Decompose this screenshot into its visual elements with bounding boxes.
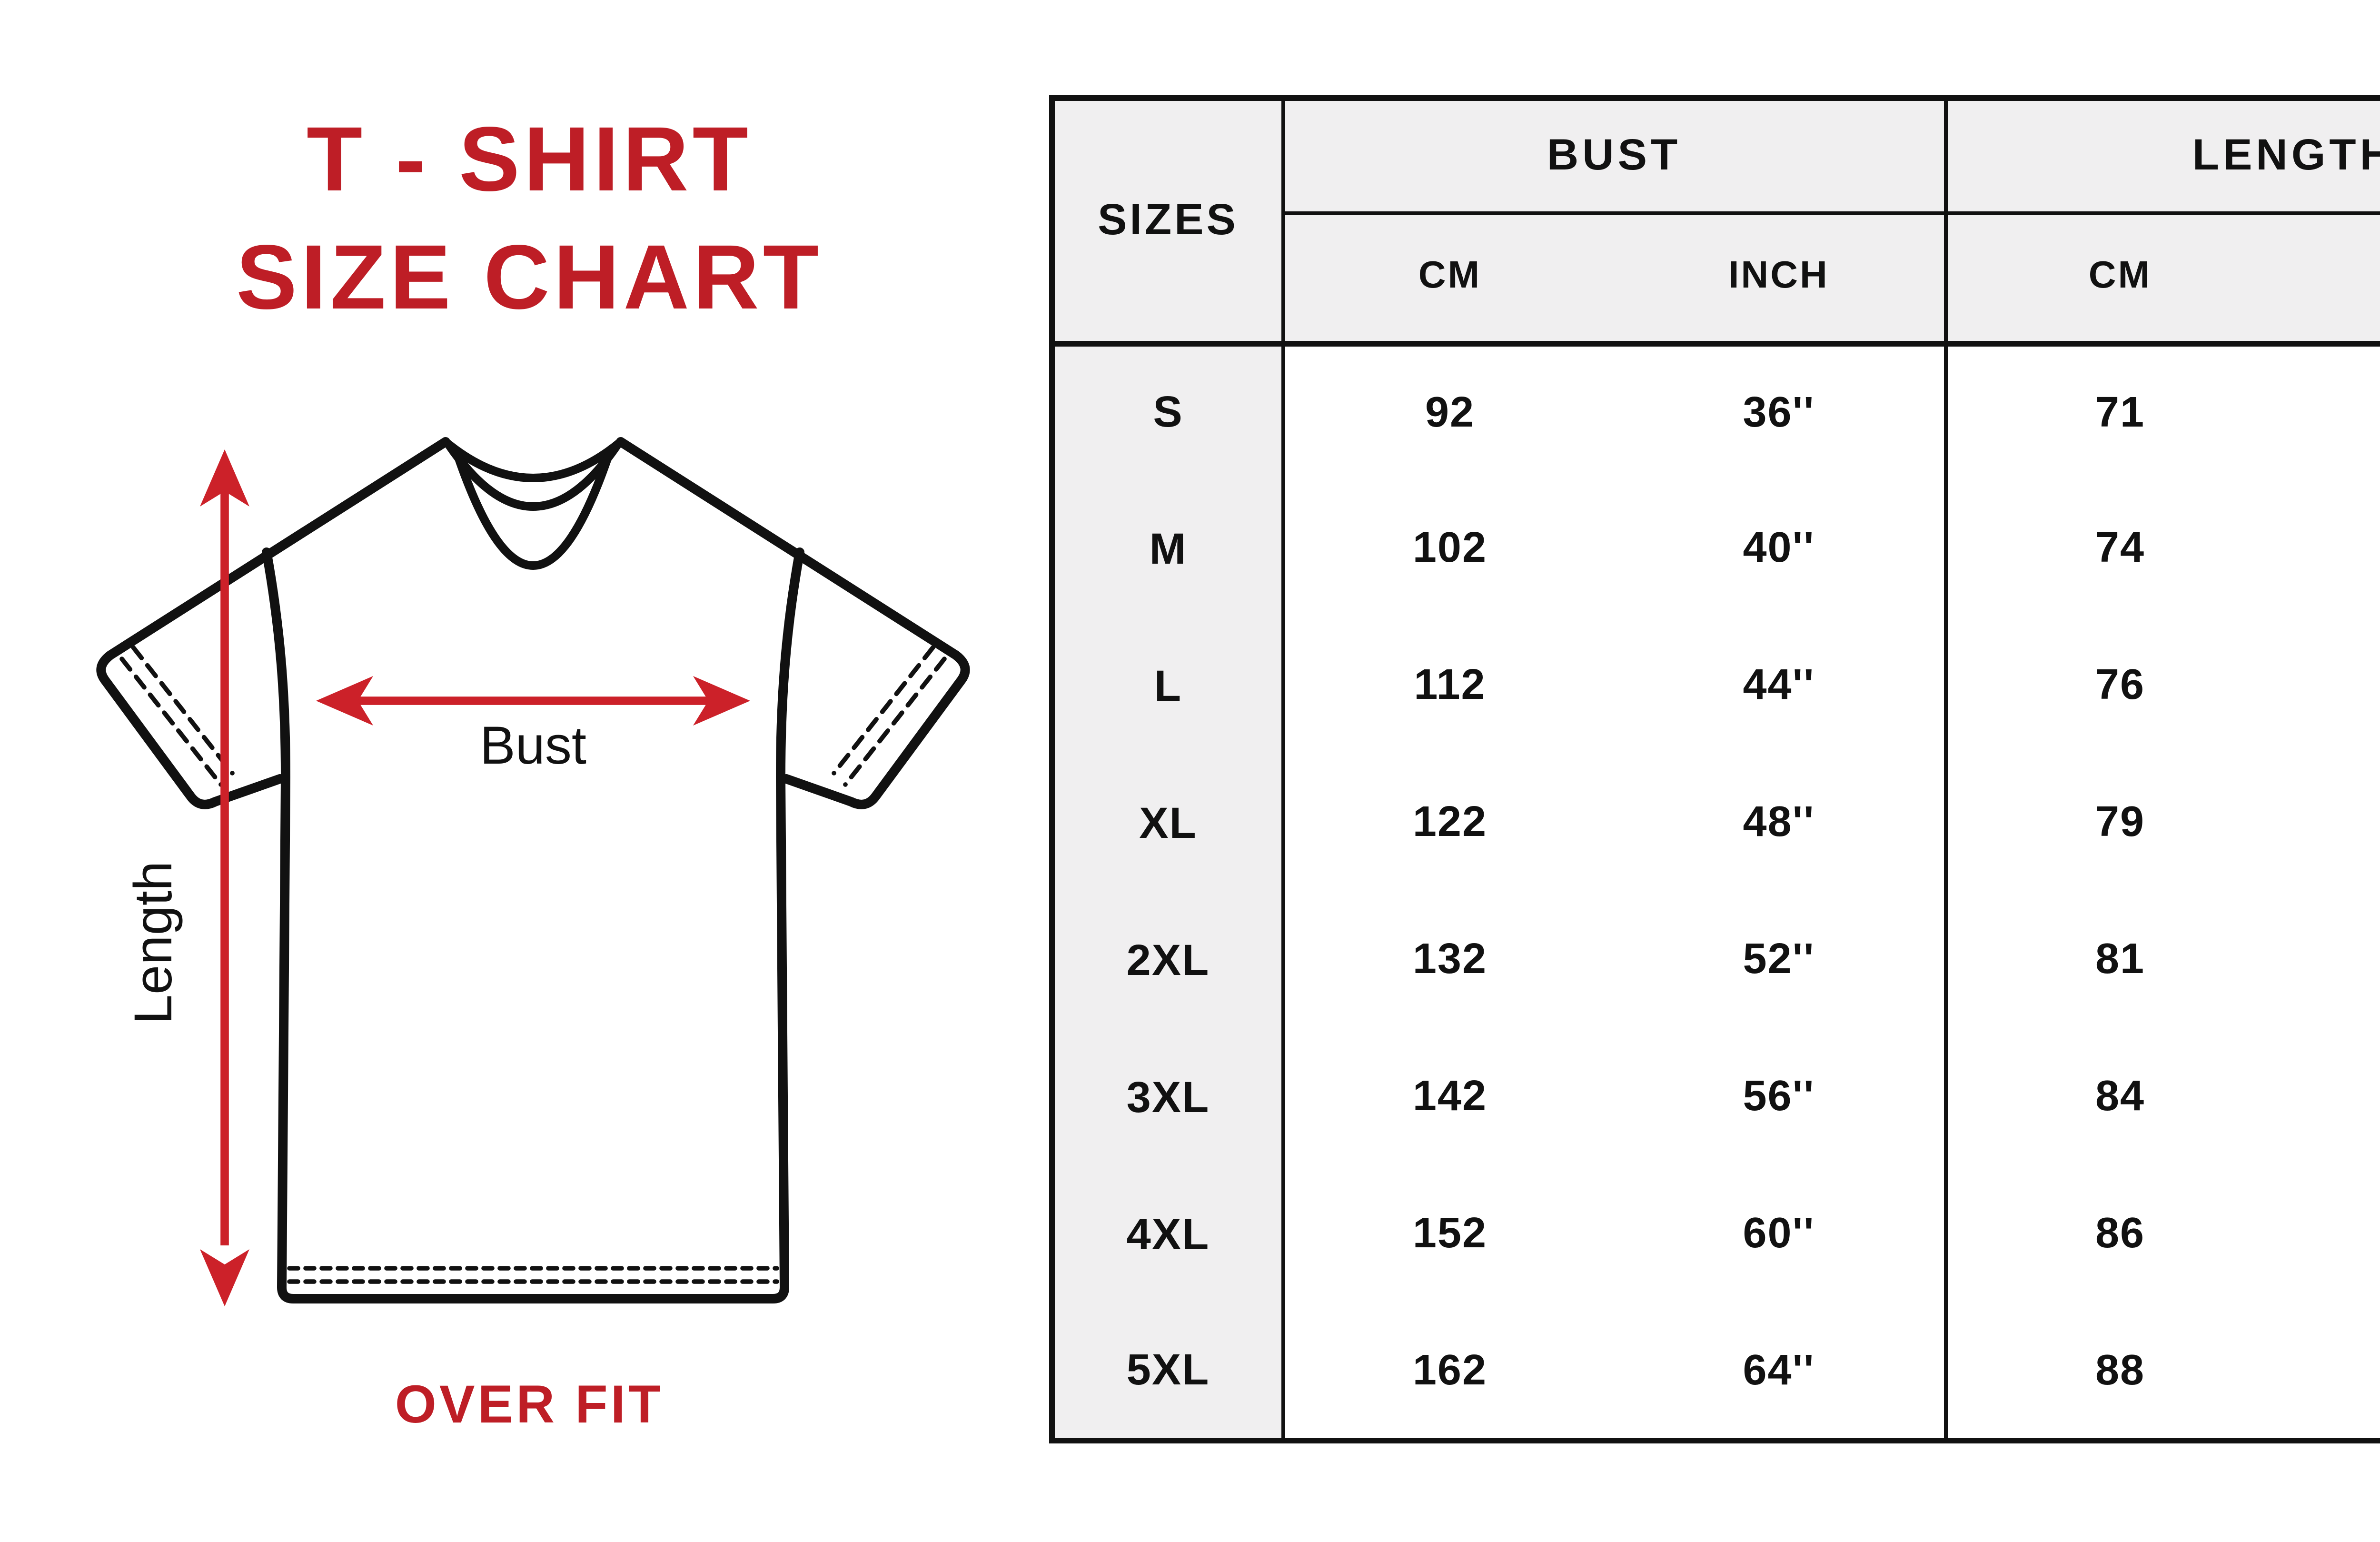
bust-cm-cell: 92 bbox=[1425, 388, 1475, 436]
collar-back-arc bbox=[445, 441, 621, 511]
length-inch-cell: 30'' bbox=[2293, 617, 2380, 755]
bust-inch-cell: 52'' bbox=[1615, 892, 1947, 1029]
size-cell: 4XL bbox=[1052, 1166, 1285, 1303]
column-header-bust-cm: CM bbox=[1283, 213, 1615, 346]
column-header-bust-inch: INCH bbox=[1615, 213, 1947, 346]
size-cell: S bbox=[1052, 343, 1285, 480]
left-sleeve-stitch-2 bbox=[131, 645, 235, 776]
tshirt-outline bbox=[96, 437, 970, 1303]
page-title-line2: SIZE CHART bbox=[236, 229, 823, 329]
page-title-line1: T - SHIRT bbox=[307, 110, 752, 211]
table-row-xl: XL 122 48'' 79 31'' bbox=[1052, 754, 2380, 892]
tshirt-right-sleeve bbox=[616, 437, 970, 809]
column-header-length-inch: INCH bbox=[2293, 213, 2380, 346]
bust-inch-cell: 48'' bbox=[1615, 754, 1947, 892]
bust-arrow-head-right bbox=[693, 676, 750, 726]
collar-outer-arc bbox=[441, 438, 625, 482]
right-sleeve-stitch-2 bbox=[832, 645, 935, 776]
size-cell: M bbox=[1052, 480, 1285, 617]
bust-inch-cell: 56'' bbox=[1615, 1029, 1947, 1166]
size-cell: 2XL bbox=[1052, 892, 1285, 1029]
bust-arrow-head-left bbox=[316, 676, 373, 726]
bust-cm-cell: 152 bbox=[1412, 1210, 1488, 1258]
bust-cm-cell: 132 bbox=[1412, 935, 1488, 984]
length-arrow bbox=[200, 449, 249, 1306]
bust-inch-cell: 64'' bbox=[1615, 1303, 1947, 1441]
bust-arrow bbox=[316, 676, 750, 726]
table-group-header-row: SIZES BUST LENGTH bbox=[1052, 98, 2380, 346]
size-table: SIZES BUST LENGTH CM INCH CM INCH S 92 3… bbox=[1049, 95, 2380, 1443]
length-cm-cell: 71 bbox=[2095, 388, 2145, 436]
table-row-s: S 92 36'' 71 28'' bbox=[1052, 343, 2380, 480]
length-cm-cell: 84 bbox=[2095, 1073, 2145, 1121]
bust-cm-cell: 122 bbox=[1412, 798, 1488, 846]
size-cell: 3XL bbox=[1052, 1029, 1285, 1166]
length-cm-cell: 88 bbox=[2095, 1345, 2145, 1393]
diagram-panel: T - SHIRT SIZE CHART bbox=[0, 0, 1051, 1542]
bust-cm-cell: 112 bbox=[1414, 661, 1486, 709]
column-group-bust: BUST bbox=[1283, 98, 1947, 215]
bust-inch-cell: 36'' bbox=[1615, 343, 1947, 480]
column-group-length: LENGTH bbox=[1945, 98, 2380, 215]
bust-inch-cell: 60'' bbox=[1615, 1166, 1947, 1303]
length-arrow-head-down bbox=[200, 1249, 249, 1306]
size-cell: XL bbox=[1052, 754, 1285, 892]
tshirt-diagram: Bust Length bbox=[96, 437, 970, 1306]
table-row-3xl: 3XL 142 56'' 84 33'' bbox=[1052, 1029, 2380, 1166]
column-header-length-cm: CM bbox=[1945, 213, 2293, 346]
bust-cm-cell: 102 bbox=[1412, 524, 1488, 572]
length-cm-cell: 76 bbox=[2095, 661, 2145, 709]
page-title: T - SHIRT SIZE CHART bbox=[15, 103, 1043, 339]
length-inch-cell: 31'' bbox=[2293, 755, 2380, 892]
length-inch-cell: 28'' bbox=[2293, 343, 2380, 480]
right-sleeve-stitch-1 bbox=[843, 657, 947, 787]
table-row-2xl: 2XL 132 52'' 81 32'' bbox=[1052, 892, 2380, 1029]
bust-cm-cell: 162 bbox=[1412, 1345, 1488, 1393]
length-cm-cell: 79 bbox=[2095, 798, 2145, 846]
length-cm-cell: 74 bbox=[2095, 524, 2145, 572]
table-row-5xl: 5XL 162 64'' 88 35'' bbox=[1052, 1303, 2380, 1441]
stitch-lines bbox=[119, 645, 947, 1284]
length-inch-cell: 29'' bbox=[2293, 480, 2380, 617]
left-sleeve-stitch-1 bbox=[119, 657, 223, 787]
column-header-sizes: SIZES bbox=[1052, 98, 1285, 346]
length-inch-cell: 32'' bbox=[2293, 892, 2380, 1029]
tshirt-left-sleeve bbox=[96, 437, 450, 809]
length-cm-cell: 81 bbox=[2095, 935, 2145, 984]
fit-type-label: OVER FIT bbox=[395, 1375, 664, 1434]
bust-cm-cell: 142 bbox=[1412, 1073, 1488, 1121]
length-cm-cell: 86 bbox=[2095, 1210, 2145, 1258]
table-row-l: L 112 44'' 76 30'' bbox=[1052, 617, 2380, 755]
table-sub-header-row: CM INCH CM INCH bbox=[1052, 213, 2380, 346]
length-label: Length bbox=[123, 861, 183, 1025]
length-arrow-head-up bbox=[200, 449, 249, 507]
length-inch-cell: 33'' bbox=[2293, 1029, 2380, 1166]
collar-front-band-arc bbox=[453, 449, 614, 570]
bust-inch-cell: 40'' bbox=[1615, 480, 1947, 617]
size-cell: L bbox=[1052, 617, 1285, 755]
length-inch-cell: 35'' bbox=[2293, 1303, 2380, 1441]
bust-inch-cell: 44'' bbox=[1615, 617, 1947, 755]
table-row-m: M 102 40'' 74 29'' bbox=[1052, 480, 2380, 617]
bust-label: Bust bbox=[480, 716, 586, 775]
tshirt-torso bbox=[262, 547, 804, 1303]
length-inch-cell: 34'' bbox=[2293, 1166, 2380, 1303]
size-cell: 5XL bbox=[1052, 1303, 1285, 1441]
table-row-4xl: 4XL 152 60'' 86 34'' bbox=[1052, 1166, 2380, 1303]
